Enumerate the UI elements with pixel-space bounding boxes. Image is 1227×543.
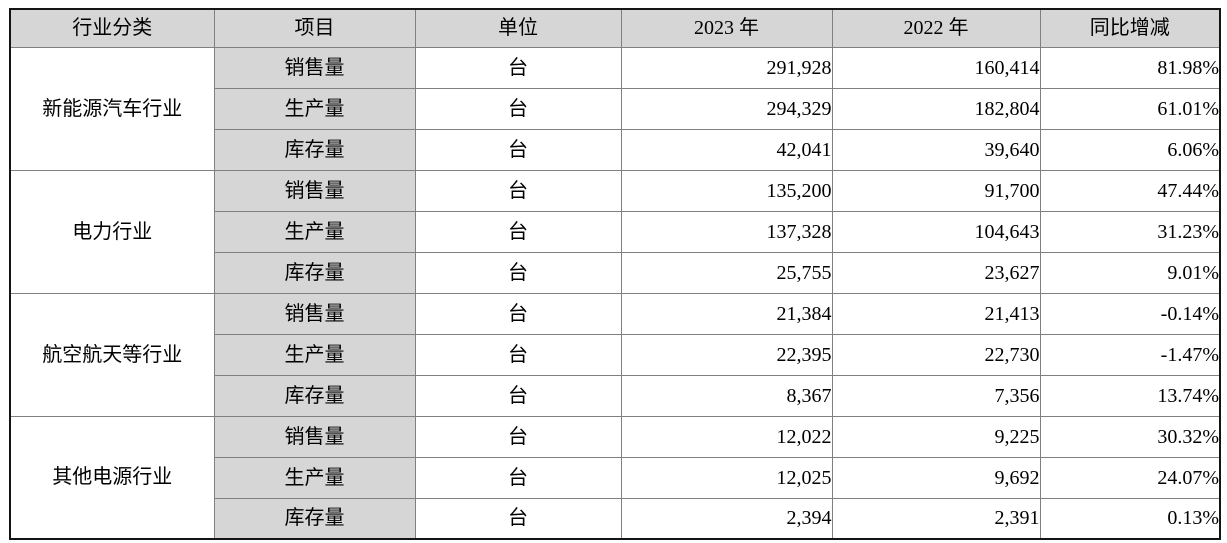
- value-2023-cell: 291,928: [620, 46, 833, 89]
- item-cell: 销售量: [213, 415, 416, 458]
- value-2023-cell: 135,200: [620, 169, 833, 212]
- yoy-cell: 61.01%: [1039, 87, 1221, 130]
- table-row: 航空航天等行业 销售量 台 21,384 21,413 -0.14%: [9, 292, 1221, 417]
- value-2023-cell: 22,395: [620, 333, 833, 376]
- table-row: 库存量 台 42,041 39,640 6.06%: [10, 128, 1221, 171]
- value-2023-cell: 2,394: [620, 497, 833, 540]
- unit-cell: 台: [414, 292, 622, 335]
- value-2022-cell: 91,700: [831, 169, 1041, 212]
- value-2022-cell: 182,804: [831, 87, 1041, 130]
- header-row: 行业分类 项目 单位 2023 年 2022 年 同比增减: [9, 8, 1221, 48]
- yoy-cell: 31.23%: [1039, 210, 1221, 253]
- item-cell: 生产量: [213, 210, 416, 253]
- table-row: 其他电源行业 销售量 台 12,022 9,225 30.32%: [9, 415, 1221, 540]
- header-cell-item: 项目: [213, 8, 416, 48]
- value-2022-cell: 160,414: [831, 46, 1041, 89]
- yoy-cell: 9.01%: [1039, 251, 1221, 294]
- value-2022-cell: 23,627: [831, 251, 1041, 294]
- value-2023-cell: 21,384: [620, 292, 833, 335]
- unit-cell: 台: [414, 169, 622, 212]
- value-2022-cell: 21,413: [831, 292, 1041, 335]
- yoy-cell: 0.13%: [1039, 497, 1221, 540]
- yoy-cell: 6.06%: [1039, 128, 1221, 171]
- header-cell-yoy: 同比增减: [1039, 8, 1221, 48]
- value-2023-cell: 25,755: [620, 251, 833, 294]
- value-2022-cell: 104,643: [831, 210, 1041, 253]
- unit-cell: 台: [414, 87, 622, 130]
- item-cell: 生产量: [213, 87, 416, 130]
- table-row: 新能源汽车行业 销售量 台 291,928 160,414 81.98%: [9, 46, 1221, 171]
- table-row: 生产量 台 22,395 22,730 -1.47%: [10, 333, 1221, 376]
- unit-cell: 台: [414, 497, 622, 540]
- item-cell: 生产量: [213, 456, 416, 499]
- item-cell: 生产量: [213, 333, 416, 376]
- item-cell: 库存量: [213, 251, 416, 294]
- table-row: 生产量 台 294,329 182,804 61.01%: [10, 87, 1221, 130]
- industry-cell: 电力行业: [9, 169, 215, 294]
- unit-cell: 台: [414, 210, 622, 253]
- value-2023-cell: 12,025: [620, 456, 833, 499]
- value-2022-cell: 2,391: [831, 497, 1041, 540]
- yoy-cell: 13.74%: [1039, 374, 1221, 417]
- unit-cell: 台: [414, 128, 622, 171]
- header-cell-2022: 2022 年: [831, 8, 1041, 48]
- table-row: 生产量 台 12,025 9,692 24.07%: [10, 456, 1221, 499]
- header-cell-2023: 2023 年: [620, 8, 833, 48]
- item-cell: 库存量: [213, 497, 416, 540]
- value-2022-cell: 39,640: [831, 128, 1041, 171]
- industry-stats-table: 行业分类 项目 单位 2023 年 2022 年 同比增减 新能源汽车行业 销售…: [9, 8, 1221, 540]
- yoy-cell: -0.14%: [1039, 292, 1221, 335]
- table-row: 生产量 台 137,328 104,643 31.23%: [10, 210, 1221, 253]
- industry-cell: 其他电源行业: [9, 415, 215, 540]
- header-cell-unit: 单位: [414, 8, 622, 48]
- item-cell: 销售量: [213, 292, 416, 335]
- item-cell: 销售量: [213, 169, 416, 212]
- value-2023-cell: 8,367: [620, 374, 833, 417]
- unit-cell: 台: [414, 333, 622, 376]
- item-cell: 库存量: [213, 128, 416, 171]
- yoy-cell: -1.47%: [1039, 333, 1221, 376]
- yoy-cell: 24.07%: [1039, 456, 1221, 499]
- value-2023-cell: 12,022: [620, 415, 833, 458]
- table-row: 库存量 台 25,755 23,627 9.01%: [10, 251, 1221, 294]
- yoy-cell: 81.98%: [1039, 46, 1221, 89]
- item-cell: 库存量: [213, 374, 416, 417]
- value-2023-cell: 42,041: [620, 128, 833, 171]
- table-row: 电力行业 销售量 台 135,200 91,700 47.44%: [9, 169, 1221, 294]
- unit-cell: 台: [414, 456, 622, 499]
- value-2022-cell: 9,225: [831, 415, 1041, 458]
- unit-cell: 台: [414, 374, 622, 417]
- value-2022-cell: 7,356: [831, 374, 1041, 417]
- unit-cell: 台: [414, 46, 622, 89]
- item-cell: 销售量: [213, 46, 416, 89]
- table-row: 库存量 台 8,367 7,356 13.74%: [10, 374, 1221, 417]
- unit-cell: 台: [414, 251, 622, 294]
- table-row: 库存量 台 2,394 2,391 0.13%: [10, 497, 1221, 540]
- unit-cell: 台: [414, 415, 622, 458]
- yoy-cell: 47.44%: [1039, 169, 1221, 212]
- yoy-cell: 30.32%: [1039, 415, 1221, 458]
- value-2022-cell: 9,692: [831, 456, 1041, 499]
- header-cell-industry: 行业分类: [9, 8, 215, 48]
- value-2023-cell: 137,328: [620, 210, 833, 253]
- industry-cell: 航空航天等行业: [9, 292, 215, 417]
- industry-cell: 新能源汽车行业: [9, 46, 215, 171]
- value-2022-cell: 22,730: [831, 333, 1041, 376]
- value-2023-cell: 294,329: [620, 87, 833, 130]
